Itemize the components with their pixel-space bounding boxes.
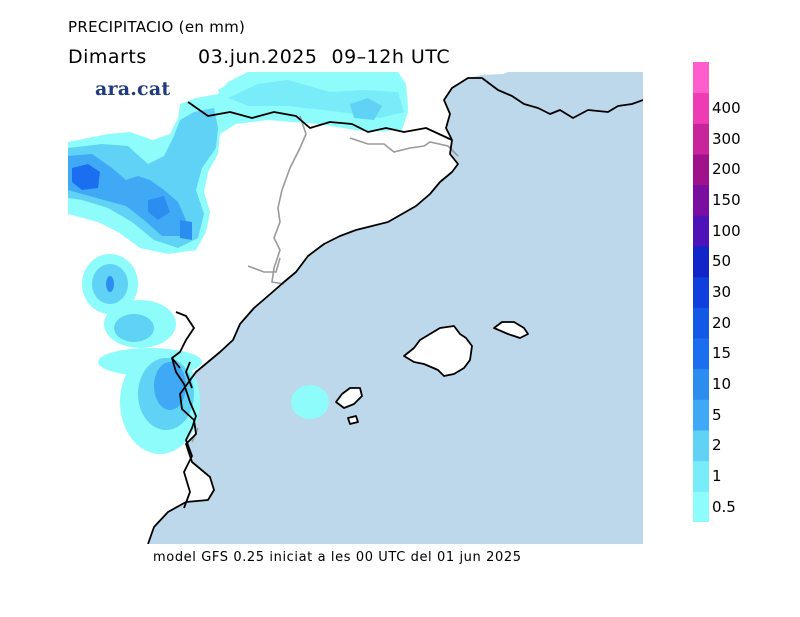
legend-swatch [693, 184, 709, 216]
model-info: model GFS 0.25 iniciat a les 00 UTC del … [153, 550, 522, 565]
precipitation-map [68, 72, 643, 544]
precip-cell-west-2-l2 [114, 314, 154, 342]
legend-swatch [693, 460, 709, 492]
legend-swatch [693, 92, 709, 124]
legend-label: 200 [712, 160, 741, 179]
legend-label: 50 [712, 252, 732, 271]
balearic-islands [335, 321, 529, 425]
precip-cell-pyrenees-l3 [350, 98, 382, 120]
coastlines [147, 77, 643, 544]
island-menorca [493, 321, 529, 339]
france-spain-border [187, 101, 453, 141]
legend-label: 2 [712, 436, 722, 455]
forecast-date: 03.jun.2025 [198, 46, 318, 68]
legend-swatch [693, 154, 709, 186]
legend-swatch [693, 430, 709, 462]
legend-label: 100 [712, 221, 741, 240]
legend-swatch [693, 491, 709, 522]
legend-label: 1 [712, 467, 722, 485]
legend-swatch [693, 399, 709, 431]
legend-label: 150 [712, 191, 741, 209]
sea-area [148, 72, 643, 544]
legend-swatch [693, 123, 709, 155]
forecast-day: Dimarts [68, 46, 147, 68]
forecast-time-window: 09–12h UTC [331, 46, 451, 68]
legend-label: 300 [712, 129, 741, 148]
legend-label: 5 [712, 405, 722, 424]
region-borders [191, 115, 459, 443]
precip-cell-sea [291, 385, 329, 419]
precip-cell-aragon-l4b [148, 196, 192, 240]
legend-swatch [693, 62, 709, 94]
legend-swatch [693, 368, 709, 400]
precipitation-legend-scale [693, 62, 709, 522]
legend-swatch [693, 276, 709, 308]
legend-label: 10 [712, 375, 732, 393]
legend-label: 30 [712, 283, 732, 301]
legend-swatch [693, 215, 709, 247]
legend-swatch [693, 338, 709, 370]
chart-title: PRECIPITACIO (en mm) [68, 18, 246, 36]
legend-swatch [693, 307, 709, 339]
precip-cell-west-1-l3 [106, 276, 114, 292]
forecast-period: Dimarts 03.jun.2025 09–12h UTC [68, 46, 450, 68]
island-ibiza [335, 387, 363, 409]
island-mallorca [403, 325, 473, 377]
precip-cell-aragon-l4 [72, 164, 100, 190]
legend-label: 15 [712, 344, 732, 363]
legend-label: 0.5 [712, 497, 736, 516]
legend-label: 400 [712, 99, 741, 117]
legend-labels: 0.5 1 2 5 10 15 20 30 50 100 150 200 300 400 [712, 62, 772, 532]
ara-cat-logo: ara.cat [95, 78, 171, 100]
legend-swatch [693, 246, 709, 278]
island-formentera [347, 415, 359, 425]
legend-label: 20 [712, 313, 732, 332]
